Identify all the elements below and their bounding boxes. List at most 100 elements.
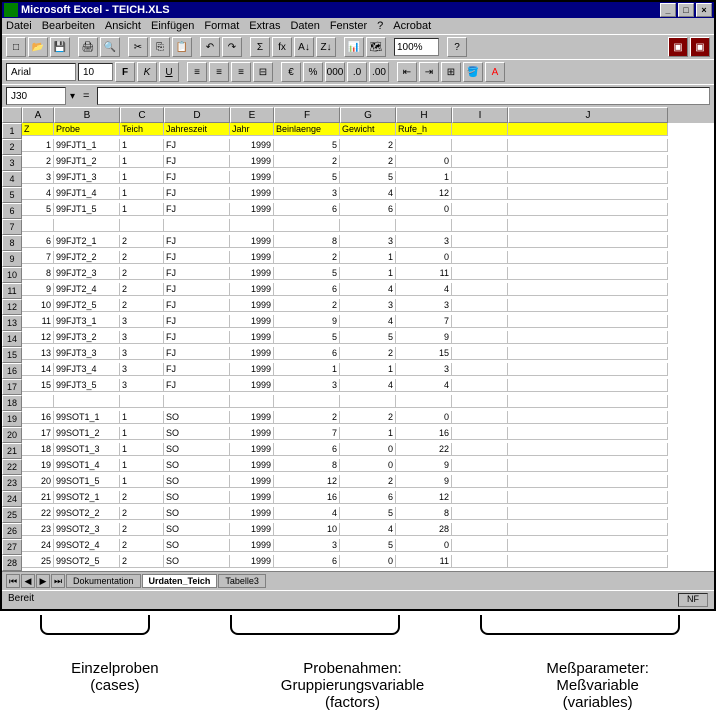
cell[interactable]: [120, 395, 164, 408]
cell[interactable]: 1: [120, 411, 164, 424]
cell[interactable]: 1: [120, 203, 164, 216]
cell[interactable]: 1: [120, 443, 164, 456]
row-header[interactable]: 11: [2, 283, 22, 299]
sort-asc-button[interactable]: A↓: [294, 37, 314, 57]
sheet-tab-1[interactable]: Urdaten_Teich: [142, 574, 218, 588]
menu-daten[interactable]: Daten: [290, 20, 319, 32]
cell[interactable]: [452, 443, 508, 456]
cut-button[interactable]: ✂: [128, 37, 148, 57]
row-header[interactable]: 5: [2, 187, 22, 203]
align-right-button[interactable]: ≡: [231, 62, 251, 82]
fill-button[interactable]: 🪣: [463, 62, 483, 82]
cell[interactable]: [22, 219, 54, 232]
cell[interactable]: 1999: [230, 523, 274, 536]
cell[interactable]: 3: [340, 299, 396, 312]
sheet-tab-2[interactable]: Tabelle3: [218, 574, 266, 588]
cell[interactable]: [508, 363, 668, 376]
cell[interactable]: 0: [396, 411, 452, 424]
cell[interactable]: [452, 523, 508, 536]
cell[interactable]: [508, 155, 668, 168]
cell[interactable]: SO: [164, 443, 230, 456]
cell[interactable]: 5: [22, 203, 54, 216]
cell[interactable]: 99FJT2_3: [54, 267, 120, 280]
pdf-button[interactable]: ▣: [668, 37, 688, 57]
cell[interactable]: 0: [396, 155, 452, 168]
cell[interactable]: 1999: [230, 427, 274, 440]
cell[interactable]: 6: [274, 203, 340, 216]
cell[interactable]: 23: [22, 523, 54, 536]
cell[interactable]: SO: [164, 507, 230, 520]
menu-fenster[interactable]: Fenster: [330, 20, 367, 32]
cell[interactable]: [22, 395, 54, 408]
cell[interactable]: 8: [22, 267, 54, 280]
cell[interactable]: [452, 411, 508, 424]
cell[interactable]: FJ: [164, 267, 230, 280]
cell[interactable]: 9: [22, 283, 54, 296]
cell[interactable]: 12: [22, 331, 54, 344]
cell[interactable]: 1999: [230, 235, 274, 248]
cell[interactable]: 19: [22, 459, 54, 472]
cell[interactable]: 7: [274, 427, 340, 440]
cell[interactable]: 2: [120, 267, 164, 280]
cell[interactable]: 4: [274, 507, 340, 520]
currency-button[interactable]: €: [281, 62, 301, 82]
cell[interactable]: 9: [274, 315, 340, 328]
cell[interactable]: 99FJT2_2: [54, 251, 120, 264]
row-header[interactable]: 27: [2, 539, 22, 555]
undo-button[interactable]: ↶: [200, 37, 220, 57]
row-header[interactable]: 6: [2, 203, 22, 219]
cell[interactable]: 1999: [230, 283, 274, 296]
cell[interactable]: 2: [274, 251, 340, 264]
cell[interactable]: 99FJT3_4: [54, 363, 120, 376]
cell[interactable]: 99SOT2_5: [54, 555, 120, 568]
cell[interactable]: 1999: [230, 187, 274, 200]
cell[interactable]: 1: [396, 171, 452, 184]
cell[interactable]: 2: [274, 299, 340, 312]
cell[interactable]: [230, 219, 274, 232]
cell[interactable]: [54, 395, 120, 408]
cell[interactable]: 12: [274, 475, 340, 488]
cell[interactable]: 1: [340, 251, 396, 264]
cell[interactable]: 5: [340, 539, 396, 552]
cell[interactable]: 1999: [230, 347, 274, 360]
cell[interactable]: 3: [120, 347, 164, 360]
cell[interactable]: 3: [396, 363, 452, 376]
cell[interactable]: [508, 379, 668, 392]
cell[interactable]: [452, 299, 508, 312]
underline-button[interactable]: U: [159, 62, 179, 82]
cell[interactable]: FJ: [164, 171, 230, 184]
cell[interactable]: 0: [396, 251, 452, 264]
help-button[interactable]: ?: [447, 37, 467, 57]
cell[interactable]: SO: [164, 491, 230, 504]
indent-inc-button[interactable]: ⇥: [419, 62, 439, 82]
cell[interactable]: 1999: [230, 443, 274, 456]
cell[interactable]: [508, 331, 668, 344]
cell[interactable]: 13: [22, 347, 54, 360]
cell[interactable]: 0: [340, 443, 396, 456]
cell[interactable]: FJ: [164, 187, 230, 200]
cell[interactable]: 9: [396, 459, 452, 472]
cell[interactable]: 7: [22, 251, 54, 264]
cell[interactable]: 1: [120, 475, 164, 488]
cell[interactable]: [452, 187, 508, 200]
row-header[interactable]: 15: [2, 347, 22, 363]
cell[interactable]: 99SOT2_4: [54, 539, 120, 552]
cell[interactable]: 1999: [230, 267, 274, 280]
cell[interactable]: [452, 203, 508, 216]
print-button[interactable]: 🖨: [78, 37, 98, 57]
cell[interactable]: 99FJT2_5: [54, 299, 120, 312]
cell[interactable]: 1: [340, 427, 396, 440]
cell[interactable]: [508, 171, 668, 184]
row-header[interactable]: 20: [2, 427, 22, 443]
cell[interactable]: 2: [340, 155, 396, 168]
fx-button[interactable]: fx: [272, 37, 292, 57]
cell[interactable]: 1: [120, 155, 164, 168]
align-center-button[interactable]: ≡: [209, 62, 229, 82]
cell[interactable]: 28: [396, 523, 452, 536]
cell[interactable]: [452, 427, 508, 440]
cell[interactable]: 6: [274, 347, 340, 360]
cell[interactable]: 1: [340, 363, 396, 376]
cell[interactable]: 4: [22, 187, 54, 200]
menu-datei[interactable]: Datei: [6, 20, 32, 32]
row-header[interactable]: 2: [2, 139, 22, 155]
